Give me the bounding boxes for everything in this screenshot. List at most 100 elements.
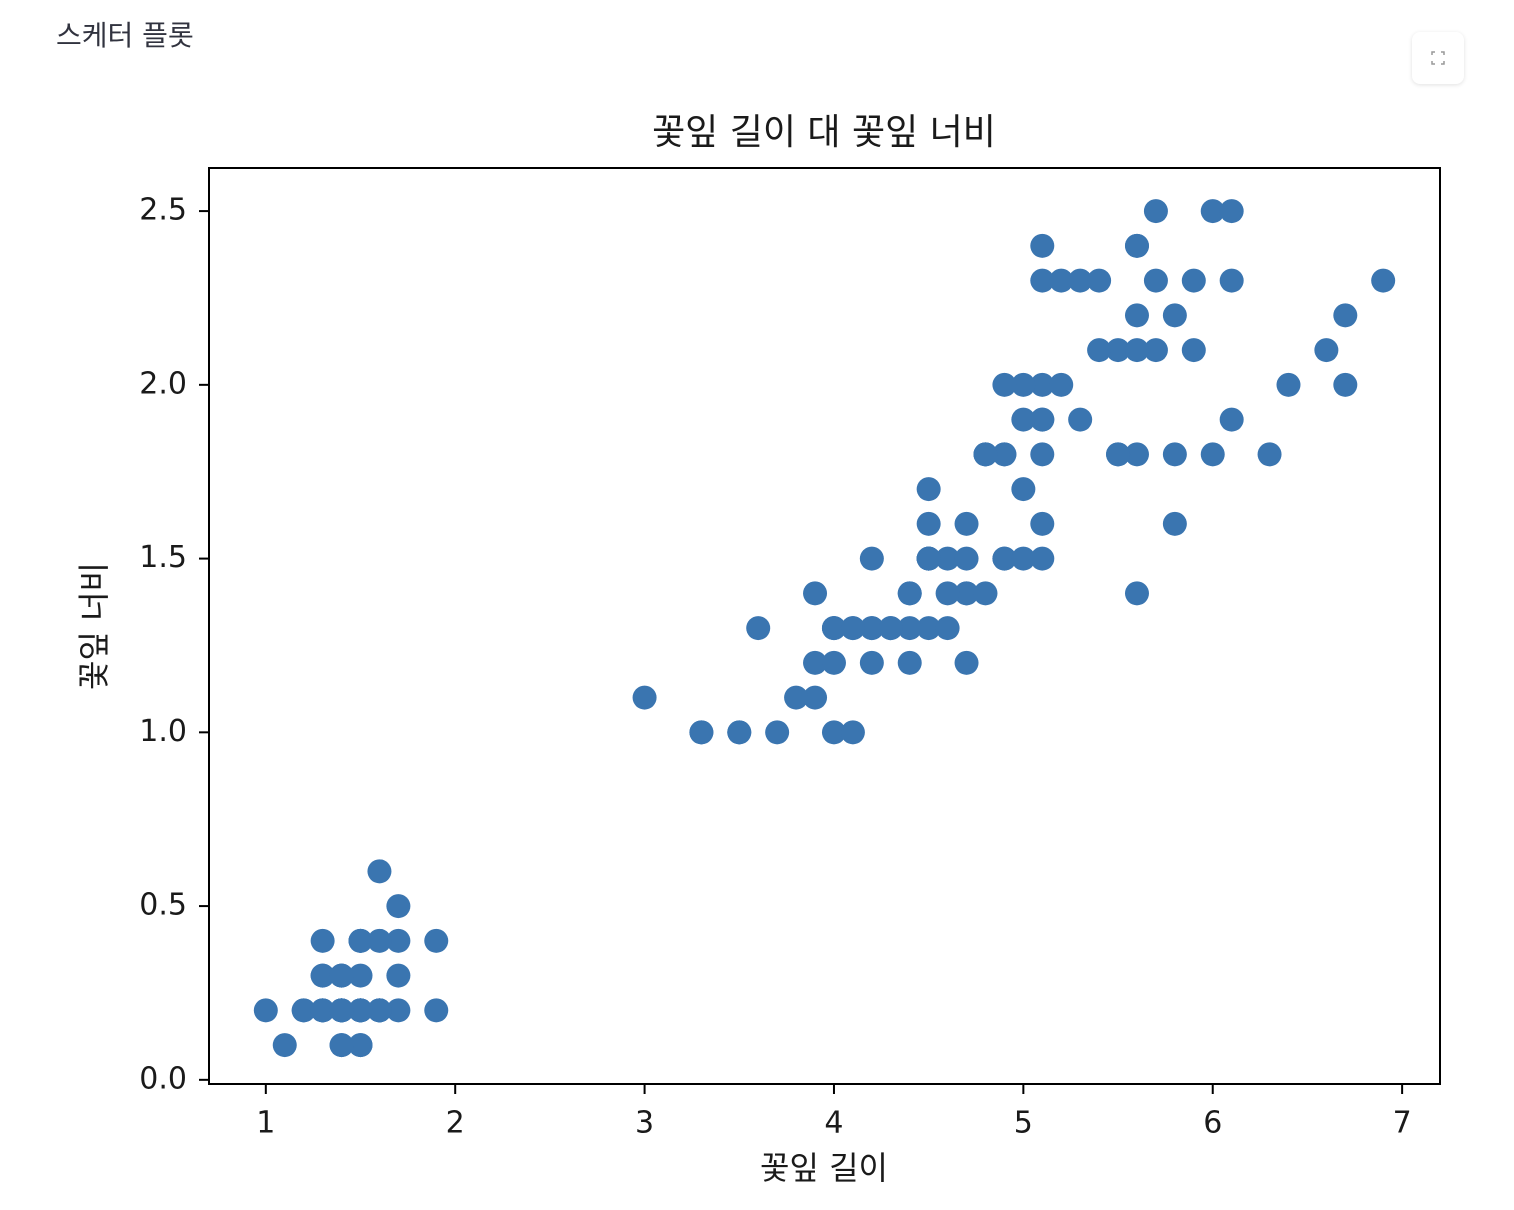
y-axis-label: 꽃잎 너비 [75,562,113,690]
point [992,372,1017,397]
point [878,616,903,641]
point [840,616,865,641]
point [1030,511,1055,536]
point [784,685,809,710]
point [897,616,922,641]
point [1030,372,1055,397]
point [272,1033,297,1058]
point [1200,442,1225,467]
point [1011,477,1036,502]
point [992,546,1017,571]
page-title: 스케터 플롯 [56,19,194,52]
point [1162,303,1187,328]
point [1257,442,1282,467]
point [1219,268,1244,293]
point [1049,268,1074,293]
point [954,581,979,606]
point [348,1033,373,1058]
point [329,963,354,988]
point [1068,407,1093,432]
y-tick-label: 1.5 [139,540,187,575]
point [859,650,884,675]
point [1030,268,1055,293]
y-tick-label: 2.0 [139,366,187,401]
point [253,998,278,1023]
x-axis-label: 꽃잎 길이 [760,1149,888,1187]
point [1124,338,1149,363]
point [1181,268,1206,293]
point [916,546,941,571]
point [689,720,714,745]
x-tick-label: 7 [1393,1106,1412,1141]
point [1333,303,1358,328]
point [803,581,828,606]
point [1124,581,1149,606]
x-tick-label: 4 [824,1106,843,1141]
point [386,963,411,988]
x-tick-label: 3 [635,1106,654,1141]
point [954,511,979,536]
point [973,442,998,467]
point [1333,372,1358,397]
x-tick-label: 1 [256,1106,275,1141]
point [1011,372,1036,397]
point [1143,338,1168,363]
point [1124,303,1149,328]
point [310,998,335,1023]
point [1087,268,1112,293]
point [765,720,790,745]
plot-frame [208,167,1441,1085]
point [992,442,1017,467]
point [1049,372,1074,397]
point [424,928,449,953]
point [1219,199,1244,224]
point [916,616,941,641]
point [727,720,752,745]
point [1011,407,1036,432]
point [803,650,828,675]
point [859,616,884,641]
point [1143,199,1168,224]
point [1124,442,1149,467]
point [386,928,411,953]
point [386,894,411,919]
fullscreen-icon [1431,51,1445,65]
point [310,928,335,953]
point [1162,511,1187,536]
y-tick-label: 0.5 [139,888,187,923]
point [935,581,960,606]
point [1011,546,1036,571]
point [1162,442,1187,467]
point [1371,268,1396,293]
point [897,581,922,606]
x-tick-label: 5 [1014,1106,1033,1141]
y-tick-label: 1.0 [139,714,187,749]
point [821,616,846,641]
point [329,998,354,1023]
point [1314,338,1339,363]
point [746,616,771,641]
point [1124,233,1149,258]
point [1068,268,1093,293]
y-tick-label: 2.5 [139,193,187,228]
point [821,720,846,745]
point [954,650,979,675]
point [1106,442,1131,467]
point [1181,338,1206,363]
point [424,998,449,1023]
x-tick-label: 2 [446,1106,465,1141]
point [310,963,335,988]
point [291,998,316,1023]
point [367,928,392,953]
chart-title: 꽃잎 길이 대 꽃잎 너비 [652,112,996,153]
point [859,546,884,571]
x-tick-label: 6 [1203,1106,1222,1141]
point [1030,442,1055,467]
point [803,685,828,710]
point [1087,338,1112,363]
point [386,998,411,1023]
point [897,650,922,675]
fullscreen-button[interactable] [1412,32,1464,84]
